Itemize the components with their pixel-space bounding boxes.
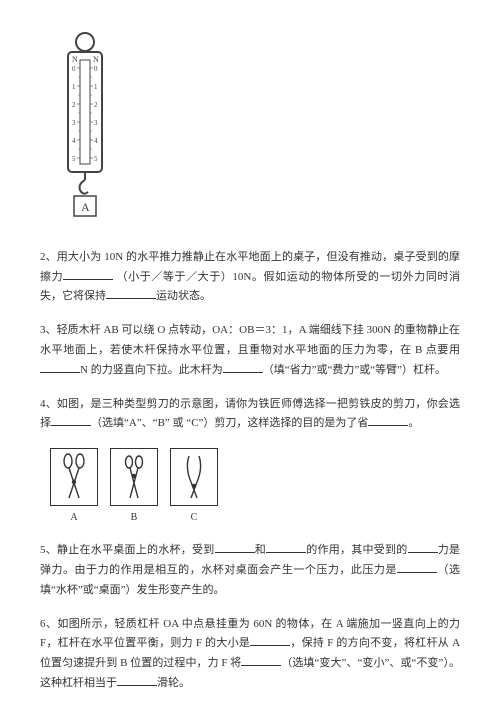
svg-text:2: 2 <box>72 101 76 109</box>
box-a-label: A <box>81 200 90 214</box>
question-5: 5、静止在水平桌面上的水杯，受到和的作用，其中受到的力是弹力。由于力的作用是相互… <box>40 541 460 600</box>
question-6: 6、如图所示，轻质杠杆 OA 中点悬挂重为 60N 的物体，在 A 端施加一竖直… <box>40 615 460 694</box>
scale-unit-right: N <box>93 55 99 64</box>
question-3: 3、轻质木杆 AB 可以绕 O 点转动，OA：OB＝3：1，A 端细线下挂 30… <box>40 321 460 380</box>
svg-text:4: 4 <box>72 137 76 145</box>
q4-t2: （选填“A”、“B” 或 “C”）剪刀，这样选择的目的是为了省 <box>91 417 368 429</box>
scissors-b: B <box>110 448 158 527</box>
q5-blank1 <box>215 541 255 553</box>
q4-t3: 。 <box>408 417 419 429</box>
q2-t3: 运动状态。 <box>156 290 211 302</box>
q2-num: 2、 <box>40 251 57 263</box>
q5-num: 5、 <box>40 544 57 556</box>
scissors-c-icon <box>175 452 213 502</box>
q3-blank1 <box>40 361 80 373</box>
scissors-b-icon <box>115 452 153 502</box>
svg-text:0: 0 <box>72 65 76 73</box>
scissors-b-label: B <box>110 509 158 527</box>
q6-blank1 <box>250 634 290 646</box>
q3-t2: N 的力竖直向下拉。此木杆为 <box>80 364 223 376</box>
spring-scale-figure: N N 0 0 1 1 2 2 3 3 4 4 5 5 <box>50 30 460 228</box>
question-2: 2、用大小为 10N 的水平推力推静止在水平地面上的桌子，但没有推动，桌子受到的… <box>40 248 460 307</box>
q5-t1: 静止在水平桌面上的水杯，受到 <box>57 544 215 556</box>
q3-blank2 <box>223 361 263 373</box>
svg-text:1: 1 <box>72 83 76 91</box>
scissors-a-label: A <box>50 509 98 527</box>
q3-t3: （填“省力”或“费力”或“等臂”）杠杆。 <box>263 364 446 376</box>
svg-text:5: 5 <box>72 155 76 163</box>
spring-scale-svg: N N 0 0 1 1 2 2 3 3 4 4 5 5 <box>50 30 120 220</box>
q5-t3: 的作用，其中受到的 <box>306 544 408 556</box>
scissors-row: A B <box>50 448 460 527</box>
q2-blank2 <box>106 287 156 299</box>
scissors-a: A <box>50 448 98 527</box>
q5-t2: 和 <box>255 544 267 556</box>
scissors-a-icon <box>55 452 93 502</box>
svg-text:3: 3 <box>72 119 76 127</box>
q4-blank2 <box>368 414 408 426</box>
svg-text:2: 2 <box>94 101 98 109</box>
svg-text:3: 3 <box>94 119 98 127</box>
svg-text:1: 1 <box>94 83 98 91</box>
scissors-c-label: C <box>170 509 218 527</box>
q6-num: 6、 <box>40 618 57 630</box>
q6-t4: 滑轮。 <box>157 677 190 689</box>
q4-blank1 <box>51 414 91 426</box>
svg-text:4: 4 <box>94 137 98 145</box>
q2-blank1 <box>63 268 113 280</box>
svg-text:5: 5 <box>94 155 98 163</box>
q3-t1: 轻质木杆 AB 可以绕 O 点转动，OA：OB＝3：1，A 端细线下挂 300N… <box>40 324 460 356</box>
question-4: 4、如图，是三种类型剪刀的示意图，请你为铁匠师傅选择一把剪铁皮的剪刀，你会选择（… <box>40 395 460 435</box>
q3-num: 3、 <box>40 324 57 336</box>
scale-unit-left: N <box>72 55 78 64</box>
scissors-c: C <box>170 448 218 527</box>
q6-blank2 <box>241 654 281 666</box>
q5-blank3 <box>408 541 438 553</box>
q5-blank2 <box>266 541 306 553</box>
q5-blank4 <box>397 561 437 573</box>
q6-blank3 <box>117 674 157 686</box>
svg-text:0: 0 <box>94 65 98 73</box>
q4-num: 4、 <box>40 398 57 410</box>
